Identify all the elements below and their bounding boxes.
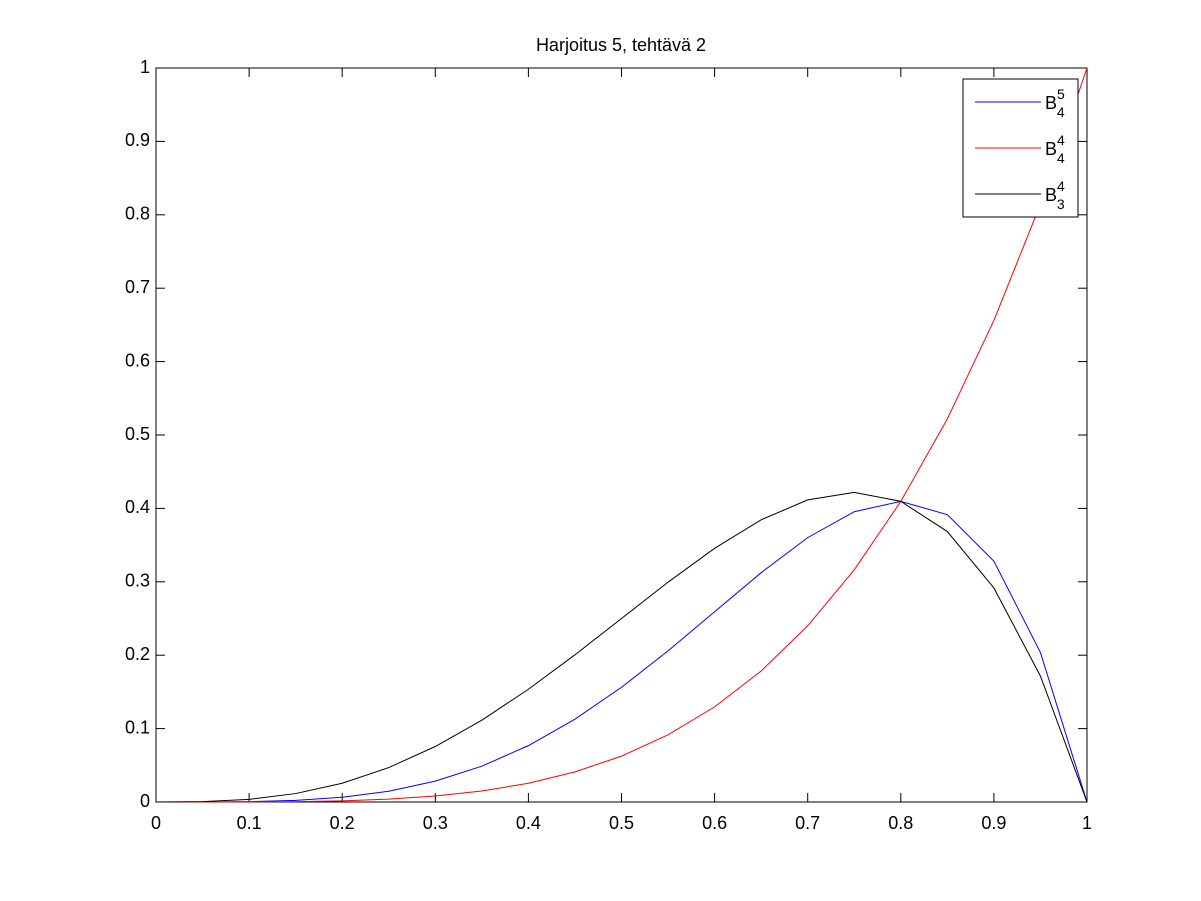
x-tick-label: 0.5 [609, 813, 634, 833]
chart-title: Harjoitus 5, tehtävä 2 [536, 35, 706, 55]
legend-superscript: 5 [1057, 86, 1065, 102]
x-tick-label: 0.6 [702, 813, 727, 833]
x-tick-label: 0.1 [237, 813, 262, 833]
legend-superscript: 4 [1057, 132, 1065, 148]
y-tick-label: 0 [140, 791, 150, 811]
legend-name: B [1045, 139, 1057, 159]
x-tick-label: 0.7 [795, 813, 820, 833]
y-tick-label: 0.3 [125, 571, 150, 591]
legend-subscript: 3 [1057, 196, 1065, 212]
legend-label: B4 4 [1045, 132, 1065, 166]
y-tick-label: 0.4 [125, 497, 150, 517]
y-tick-label: 0.8 [125, 204, 150, 224]
y-tick-label: 0.9 [125, 130, 150, 150]
legend-superscript: 4 [1057, 178, 1065, 194]
legend-name: B [1045, 185, 1057, 205]
legend-name: B [1045, 93, 1057, 113]
series-line [156, 500, 1088, 803]
x-tick-label: 0 [151, 813, 161, 833]
legend-subscript: 4 [1057, 104, 1065, 120]
legend-label: B5 4 [1045, 86, 1065, 120]
y-tick-label: 0.6 [125, 350, 150, 370]
y-tick-label: 0.7 [125, 277, 150, 297]
y-tick-label: 0.2 [125, 644, 150, 664]
x-tick-label: 0.3 [423, 813, 448, 833]
legend-label: B4 3 [1045, 178, 1065, 212]
series-line [155, 491, 1088, 803]
y-tick-label: 1 [140, 57, 150, 77]
x-tick-label: 0.4 [516, 813, 541, 833]
y-tick-label: 0.1 [125, 717, 150, 737]
x-tick-label: 0.9 [981, 813, 1006, 833]
x-tick-label: 0.2 [330, 813, 355, 833]
y-tick-label: 0.5 [125, 424, 150, 444]
series-line [156, 67, 1088, 803]
x-tick-label: 1 [1082, 813, 1092, 833]
legend-subscript: 4 [1057, 150, 1065, 166]
x-tick-label: 0.8 [888, 813, 913, 833]
